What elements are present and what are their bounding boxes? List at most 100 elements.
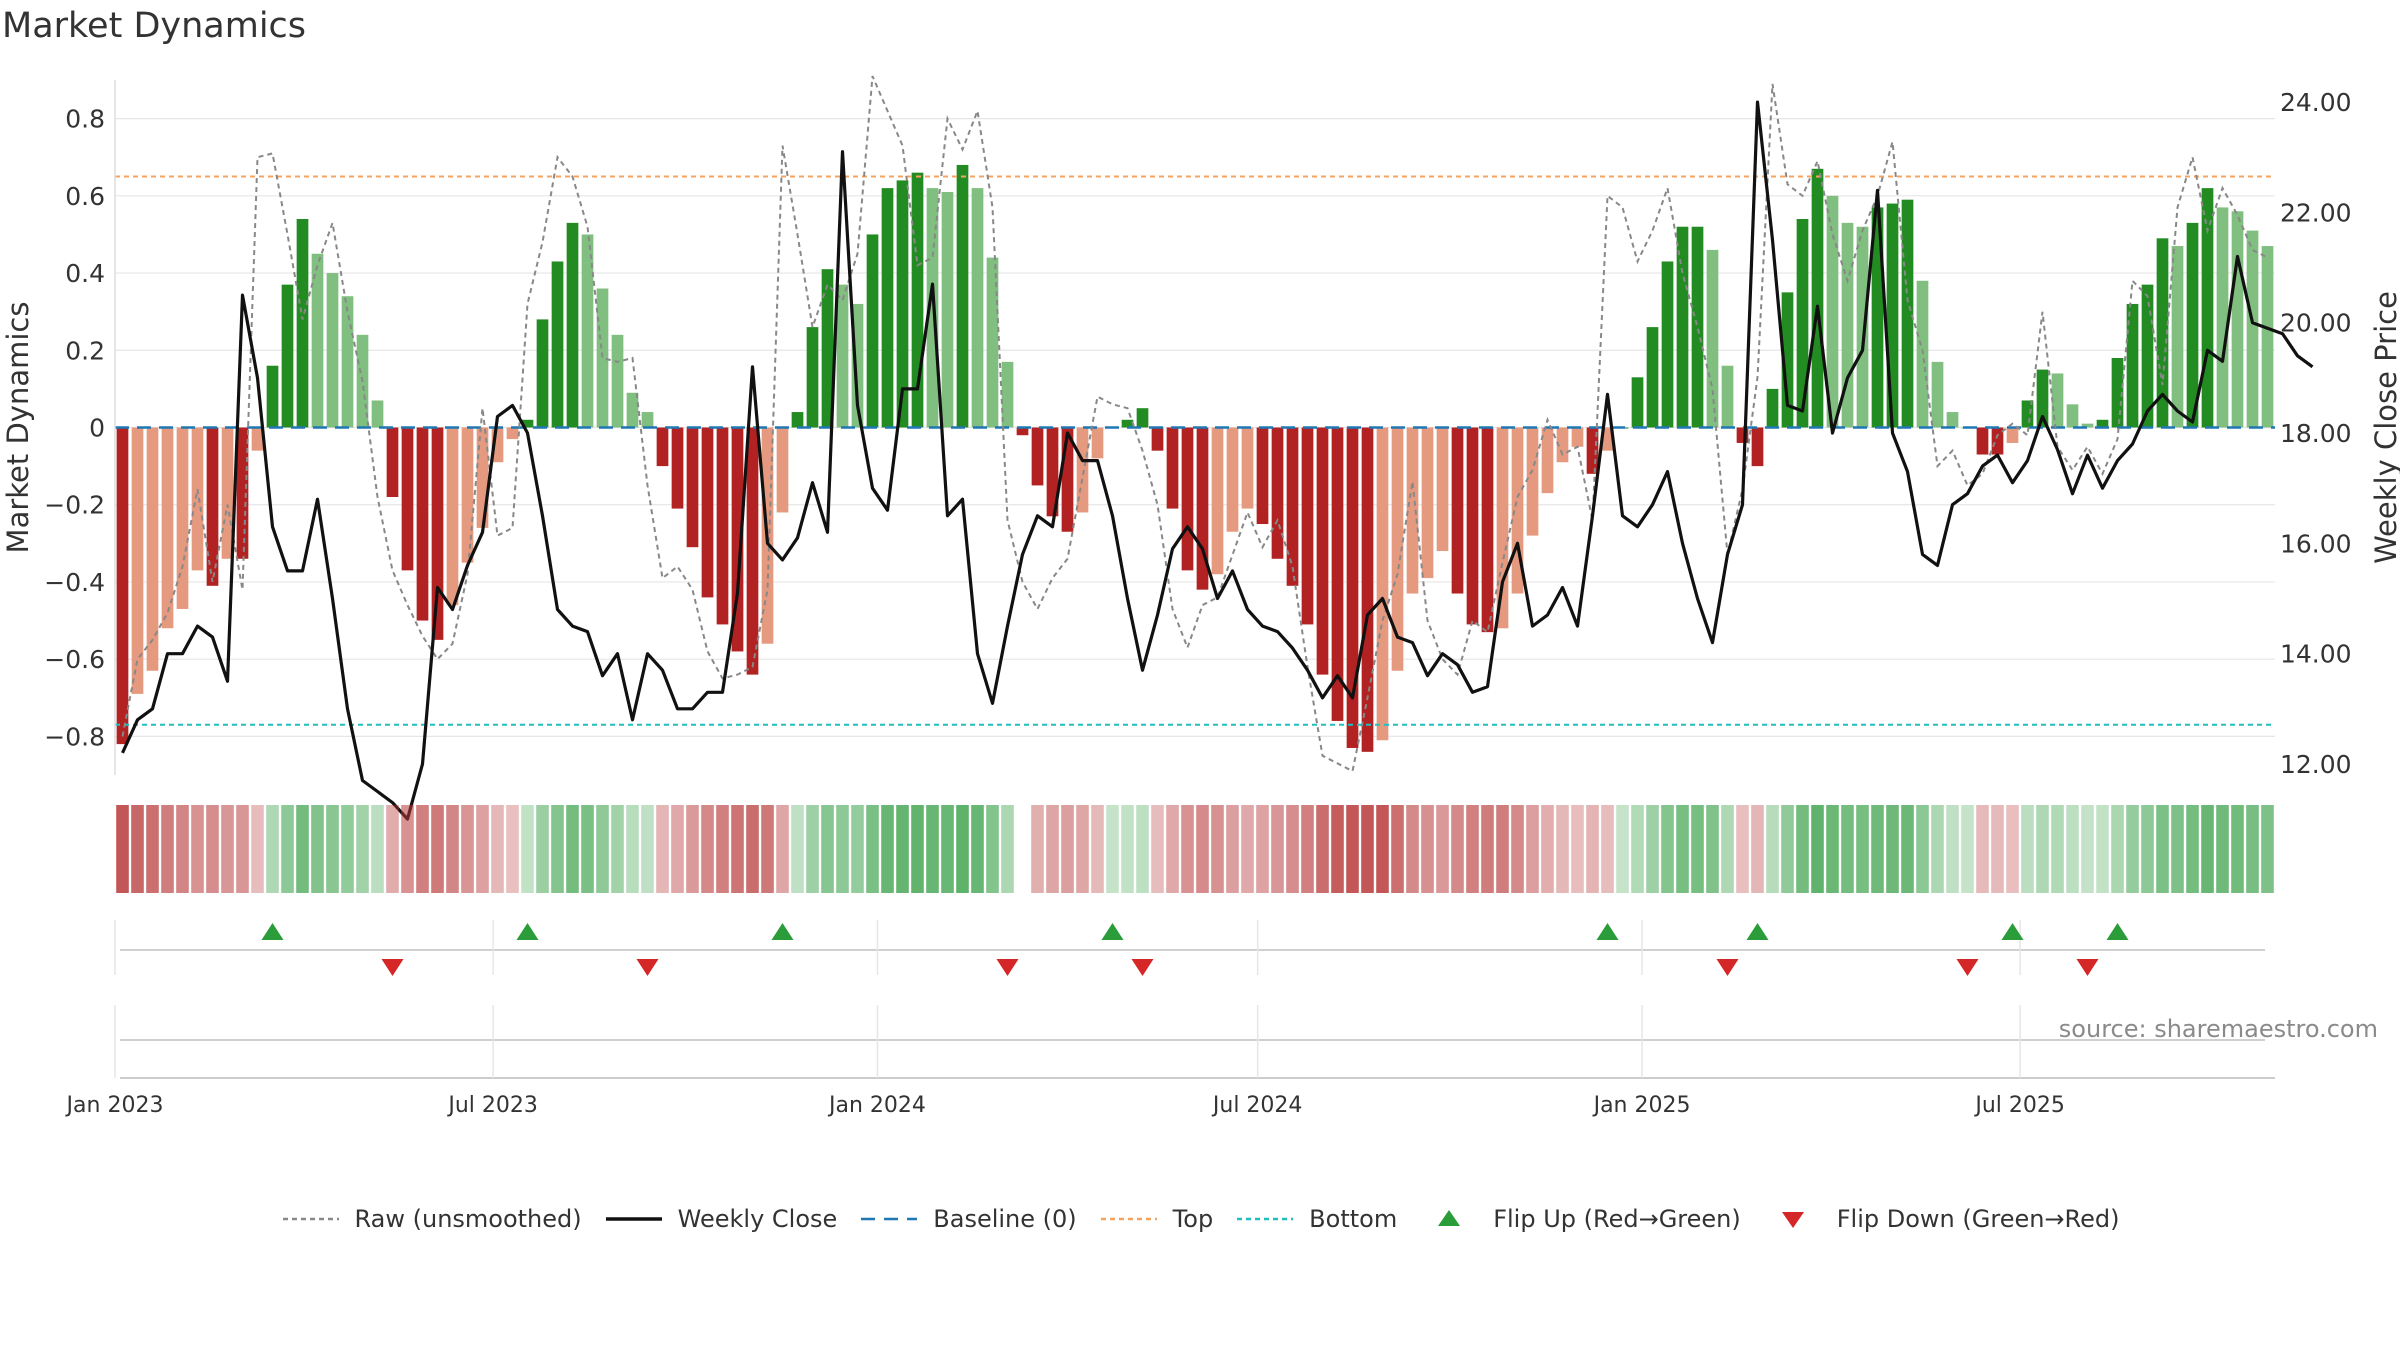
y-right-tick-label: 18.00 xyxy=(2280,419,2352,448)
momentum-bar xyxy=(401,427,414,571)
momentum-bar xyxy=(2081,423,2094,428)
momentum-bar xyxy=(806,327,819,428)
momentum-bar xyxy=(206,427,219,586)
raw-unsmoothed-line xyxy=(121,75,2268,773)
momentum-bar xyxy=(716,427,729,625)
heat-cell xyxy=(986,805,999,893)
heat-cell xyxy=(821,805,834,893)
momentum-bar xyxy=(236,427,249,559)
heat-cell xyxy=(1406,805,1419,893)
heat-cell xyxy=(566,805,579,893)
legend-label: Weekly Close xyxy=(677,1205,838,1233)
y-left-tick-label: 0.4 xyxy=(65,259,105,288)
heat-cell xyxy=(1721,805,1734,893)
heat-cell xyxy=(1466,805,1479,893)
heat-cell xyxy=(1361,805,1374,893)
momentum-bar xyxy=(1886,203,1899,428)
heat-cell xyxy=(1496,805,1509,893)
heat-strip-layer xyxy=(116,805,2274,893)
y-left-tick-label: −0.8 xyxy=(44,722,105,751)
heat-cell xyxy=(491,805,504,893)
heat-cell xyxy=(2156,805,2169,893)
heat-cell xyxy=(1316,805,1329,893)
heat-cell xyxy=(551,805,564,893)
heat-cell xyxy=(1691,805,1704,893)
legend-item: Baseline (0) xyxy=(859,1205,1077,1233)
weekly-close-line xyxy=(121,100,2314,821)
heat-cell xyxy=(401,805,414,893)
heat-cell xyxy=(1541,805,1554,893)
momentum-bar xyxy=(281,284,294,428)
momentum-bar xyxy=(131,427,144,694)
momentum-bar xyxy=(881,188,894,428)
momentum-bar xyxy=(596,288,609,428)
momentum-bar xyxy=(1751,427,1764,467)
momentum-bar xyxy=(776,427,789,513)
heat-cell xyxy=(776,805,789,893)
momentum-bar xyxy=(1676,226,1689,428)
momentum-bar xyxy=(1661,261,1674,428)
momentum-bar xyxy=(1586,427,1599,474)
momentum-bar xyxy=(1136,408,1149,428)
momentum-bar xyxy=(1061,427,1074,532)
heat-cell xyxy=(1526,805,1539,893)
x-tick-label: Jan 2023 xyxy=(65,1093,164,1118)
momentum-bar xyxy=(446,427,459,606)
heat-cell xyxy=(476,805,489,893)
momentum-bar xyxy=(416,427,429,621)
heat-cell xyxy=(761,805,774,893)
bars-layer xyxy=(116,164,2274,752)
momentum-bar xyxy=(1076,427,1089,513)
heat-cell xyxy=(1616,805,1629,893)
x-axis-layer: Jan 2023 Jul 2023 Jan 2024 Jul 2024 Jan 2025… xyxy=(65,1005,2275,1118)
heat-cell xyxy=(1811,805,1824,893)
heat-cell xyxy=(2111,805,2124,893)
momentum-bar xyxy=(1991,427,2004,455)
heat-cell xyxy=(221,805,234,893)
momentum-bar xyxy=(1151,427,1164,451)
legend-swatch xyxy=(1781,1212,1804,1228)
heat-cell xyxy=(926,805,939,893)
momentum-bar xyxy=(1781,292,1794,428)
heat-cell xyxy=(641,805,654,893)
heat-cell xyxy=(1091,805,1104,893)
flip-up-marker xyxy=(771,923,794,940)
momentum-bar xyxy=(941,191,954,428)
heat-cell xyxy=(1211,805,1224,893)
momentum-bar xyxy=(386,427,399,497)
momentum-bar xyxy=(1736,427,1749,443)
momentum-bar xyxy=(1691,226,1704,428)
heat-cell xyxy=(1946,805,1959,893)
flip-markers-layer xyxy=(114,920,2265,976)
heat-cell xyxy=(446,805,459,893)
momentum-bar xyxy=(2186,222,2199,428)
momentum-bar xyxy=(2201,188,2214,428)
momentum-bar xyxy=(1556,427,1569,463)
heat-cell xyxy=(791,805,804,893)
momentum-bar xyxy=(1826,195,1839,428)
heat-cell xyxy=(686,805,699,893)
heat-cell xyxy=(1706,805,1719,893)
heat-cell xyxy=(746,805,759,893)
momentum-bar xyxy=(1196,427,1209,590)
momentum-bar xyxy=(686,427,699,548)
legend-label: Baseline (0) xyxy=(933,1205,1077,1233)
heat-cell xyxy=(146,805,159,893)
momentum-bar xyxy=(1331,427,1344,721)
heat-cell xyxy=(2261,805,2274,893)
flip-down-marker xyxy=(1956,959,1979,976)
legend-label: Flip Up (Red→Green) xyxy=(1493,1205,1741,1233)
heat-cell xyxy=(266,805,279,893)
momentum-bar xyxy=(1811,168,1824,428)
flip-down-marker xyxy=(1716,959,1739,976)
momentum-bar xyxy=(2036,369,2049,428)
momentum-bar xyxy=(1976,427,1989,455)
heat-cell xyxy=(1151,805,1164,893)
heat-cell xyxy=(2246,805,2259,893)
legend-item: Top xyxy=(1099,1205,1213,1233)
flip-down-marker xyxy=(1131,959,1154,976)
momentum-bar xyxy=(671,427,684,509)
momentum-bar xyxy=(1271,427,1284,559)
heat-cell xyxy=(521,805,534,893)
legend-label: Bottom xyxy=(1309,1205,1398,1233)
